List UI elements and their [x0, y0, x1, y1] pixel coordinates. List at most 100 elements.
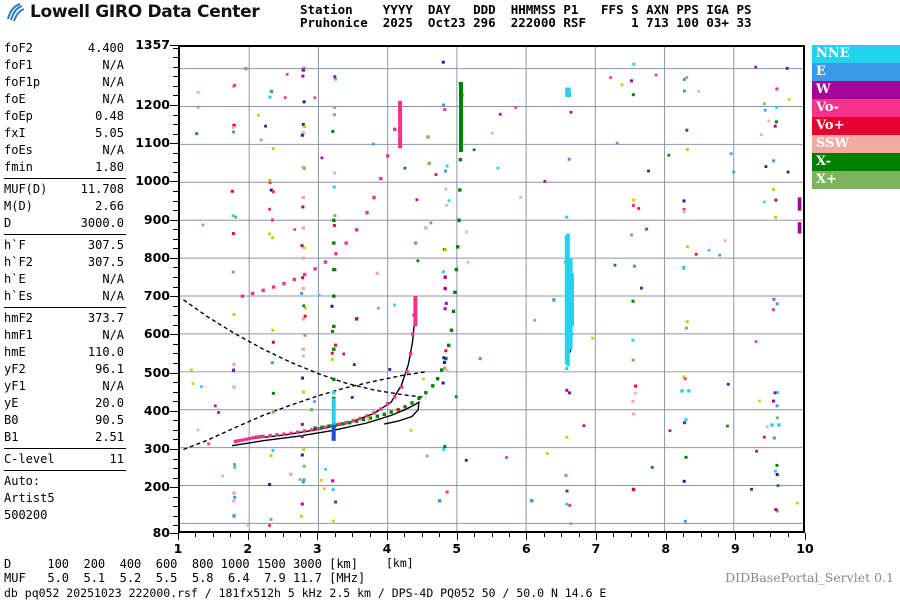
- muf-row-frequency: MUF 5.0 5.1 5.2 5.5 5.8 6.4 7.9 11.7 [MH…: [4, 571, 366, 585]
- param-value: 11: [109, 452, 124, 466]
- y-minor-tick: [173, 57, 178, 59]
- param-key: foF2: [4, 41, 33, 55]
- auto-label: Auto:: [4, 474, 41, 488]
- x-minor-tick: [195, 533, 197, 537]
- legend-item-nne[interactable]: NNE: [812, 45, 900, 63]
- y-minor-tick: [173, 420, 178, 422]
- param-row-he: h`E N/A: [0, 271, 130, 288]
- y-minor-tick: [173, 105, 178, 106]
- x-minor-tick: [352, 533, 354, 537]
- param-row-md: M(D) 2.66: [0, 198, 130, 215]
- x-minor-tick: [456, 533, 458, 537]
- param-key: h`F2: [4, 255, 33, 269]
- legend-item-e[interactable]: E: [812, 63, 900, 81]
- param-value: 2.51: [95, 430, 124, 444]
- param-key: foE: [4, 92, 26, 106]
- param-row-mufd: MUF(D) 11.708: [0, 181, 130, 198]
- param-key: hmE: [4, 345, 26, 359]
- x-minor-tick: [717, 533, 719, 537]
- x-minor-tick: [805, 533, 806, 537]
- brand-logo: Lowell GIRO Data Center: [6, 2, 260, 22]
- legend-item-x[interactable]: X+: [812, 171, 900, 189]
- param-value: 90.5: [95, 413, 124, 427]
- y-minor-tick: [173, 66, 178, 68]
- y-minor-tick: [173, 353, 178, 355]
- param-key: h`Es: [4, 289, 33, 303]
- param-key: D: [4, 216, 12, 230]
- param-row-d: D 3000.0: [0, 215, 130, 232]
- legend-item-w[interactable]: W: [812, 81, 900, 99]
- y-tick: [170, 45, 178, 46]
- parameter-panel: foF2 4.400 foF1 N/A foF1p N/A foE N/A foEp 0.48 fx…: [0, 40, 130, 524]
- autoscaler-info: Auto: Artist5 500200: [0, 473, 130, 524]
- x-minor-tick: [178, 533, 179, 537]
- param-row-hmf1: hmF1 N/A: [0, 327, 130, 344]
- param-value: 20.0: [95, 396, 124, 410]
- x-minor-tick: [387, 533, 388, 537]
- y-minor-tick: [173, 362, 178, 364]
- divider: [4, 470, 126, 471]
- legend-item-ssw[interactable]: SSW: [812, 135, 900, 153]
- y-tick-label: 1000: [135, 173, 170, 189]
- x-minor-tick: [578, 533, 580, 537]
- y-minor-tick: [173, 85, 178, 87]
- ionogram-plot[interactable]: [178, 45, 805, 533]
- x-axis: 1 2 3 4 5 6 7 8 9 10: [174, 533, 814, 557]
- y-minor-tick: [173, 229, 178, 231]
- param-value: N/A: [102, 92, 124, 106]
- x-minor-tick: [787, 533, 789, 537]
- servlet-version: DIDBasePortal_Servlet 0.1: [725, 570, 894, 585]
- y-minor-tick: [173, 410, 178, 412]
- x-minor-tick: [630, 533, 632, 537]
- y-tick-label: 600: [143, 326, 170, 342]
- y-minor-tick: [173, 448, 178, 450]
- param-key: C-level: [4, 452, 55, 466]
- param-key: M(D): [4, 199, 33, 213]
- x-minor-tick: [752, 533, 754, 537]
- y-minor-tick: [173, 382, 178, 384]
- y-minor-tick: [173, 496, 178, 498]
- y-tick-label: 1357: [135, 37, 170, 52]
- auto-code: 500200: [4, 508, 48, 522]
- x-minor-tick: [648, 533, 650, 537]
- param-row-foes: foEs N/A: [0, 142, 130, 159]
- y-minor-tick: [173, 391, 178, 393]
- y-tick-label: 700: [143, 288, 170, 304]
- divider: [4, 307, 126, 308]
- wifi-waves-icon: [7, 3, 25, 22]
- divider: [4, 234, 126, 235]
- y-minor-tick: [173, 152, 178, 154]
- param-group-clevel: C-level 11: [0, 451, 130, 468]
- legend-item-x[interactable]: X-: [812, 153, 900, 171]
- y-minor-tick: [173, 324, 178, 326]
- y-minor-tick: [173, 133, 178, 135]
- y-minor-tick: [173, 210, 178, 212]
- y-tick-label: 500: [143, 364, 170, 380]
- param-row-ye: yE 20.0: [0, 395, 130, 412]
- param-key: foEs: [4, 143, 33, 157]
- plot-area[interactable]: [178, 45, 805, 533]
- x-minor-tick: [230, 533, 232, 537]
- y-minor-tick: [173, 219, 178, 221]
- x-minor-tick: [596, 533, 597, 537]
- y-minor-tick: [173, 162, 178, 164]
- param-key: B1: [4, 430, 19, 444]
- legend-item-vo[interactable]: Vo+: [812, 117, 900, 135]
- x-tick-label: 7: [591, 541, 601, 556]
- param-row-fof1p: foF1p N/A: [0, 74, 130, 91]
- param-row-hme: hmE 110.0: [0, 344, 130, 361]
- legend-item-vo[interactable]: Vo-: [812, 99, 900, 117]
- x-axis-unit-label: [km]: [386, 556, 414, 570]
- x-minor-tick: [247, 533, 249, 537]
- y-tick-label: 900: [143, 211, 170, 227]
- x-tick-label: 5: [452, 541, 462, 556]
- param-row-hf2: h`F2 307.5: [0, 254, 130, 271]
- x-minor-tick: [700, 533, 702, 537]
- x-tick-label: 4: [382, 541, 392, 556]
- x-minor-tick: [439, 533, 441, 537]
- param-row-fmin: fmin 1.80: [0, 159, 130, 176]
- param-value: 307.5: [87, 255, 124, 269]
- y-minor-tick: [173, 124, 178, 126]
- param-group-frequencies: foF2 4.400 foF1 N/A foF1p N/A foE N/A foEp 0.48 fx…: [0, 40, 130, 176]
- y-minor-tick: [173, 191, 178, 192]
